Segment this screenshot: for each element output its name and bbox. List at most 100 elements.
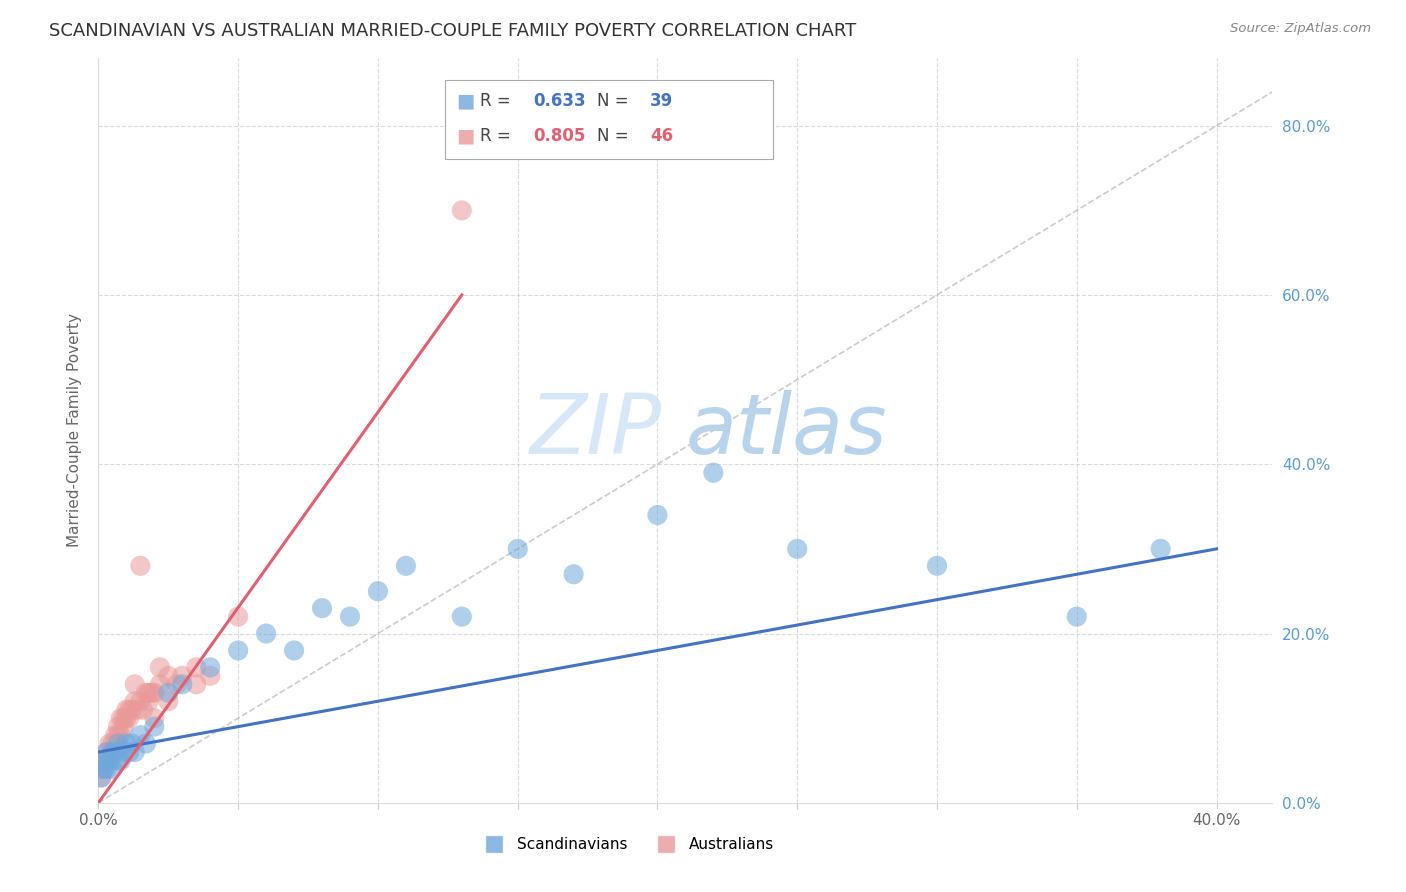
Point [93, 754, 115, 768]
Point [90, 771, 112, 785]
Text: 0.633: 0.633 [533, 92, 585, 111]
Point [506, 541, 529, 556]
Y-axis label: Married-Couple Family Poverty: Married-Couple Family Poverty [67, 313, 83, 548]
Point [200, 669, 222, 683]
Point [149, 660, 172, 674]
Point [118, 703, 141, 717]
Text: ■: ■ [457, 92, 475, 111]
Point [93, 762, 115, 776]
Point [395, 558, 418, 573]
Point [98, 754, 121, 768]
Point [112, 745, 135, 759]
Point [115, 711, 138, 725]
Point [367, 584, 389, 599]
Point [118, 745, 141, 759]
Point [96, 762, 118, 776]
Point [786, 541, 808, 556]
Point [254, 626, 277, 640]
Point [450, 609, 472, 624]
Text: N =: N = [598, 92, 634, 111]
Point [127, 703, 149, 717]
Text: ■: ■ [457, 127, 475, 145]
Point [157, 669, 180, 683]
Point [450, 203, 472, 218]
Text: 39: 39 [650, 92, 673, 111]
Point [90, 771, 112, 785]
FancyBboxPatch shape [444, 80, 773, 159]
Point [1066, 609, 1088, 624]
Point [118, 711, 141, 725]
Point [186, 660, 208, 674]
Point [172, 669, 194, 683]
Legend: Scandinavians, Australians: Scandinavians, Australians [472, 831, 780, 858]
Point [101, 745, 124, 759]
Point [166, 677, 188, 691]
Point [110, 711, 132, 725]
Point [226, 643, 249, 657]
Point [107, 720, 129, 734]
Point [93, 754, 115, 768]
Point [110, 728, 132, 742]
Point [107, 728, 129, 742]
Point [157, 686, 180, 700]
Text: 0.805: 0.805 [533, 128, 585, 145]
Text: 46: 46 [650, 128, 673, 145]
Point [1149, 541, 1171, 556]
Point [141, 686, 163, 700]
Point [124, 694, 146, 708]
Point [283, 643, 305, 657]
Text: ZIP: ZIP [530, 390, 662, 471]
Point [110, 754, 132, 768]
Point [101, 762, 124, 776]
Point [93, 762, 115, 776]
Point [104, 745, 127, 759]
Point [149, 677, 172, 691]
Point [143, 711, 166, 725]
Point [311, 601, 333, 615]
Point [143, 720, 166, 734]
Point [98, 737, 121, 751]
Point [121, 703, 143, 717]
Point [135, 686, 157, 700]
Point [96, 745, 118, 759]
Point [138, 694, 160, 708]
Point [101, 737, 124, 751]
Point [107, 737, 129, 751]
Point [90, 762, 112, 776]
Point [98, 754, 121, 768]
Point [129, 728, 152, 742]
Point [129, 558, 152, 573]
Text: atlas: atlas [686, 390, 887, 471]
Point [124, 745, 146, 759]
Point [112, 720, 135, 734]
Point [157, 694, 180, 708]
Point [104, 737, 127, 751]
Point [702, 466, 724, 480]
Point [101, 745, 124, 759]
Point [226, 609, 249, 624]
Point [647, 508, 669, 522]
Point [115, 737, 138, 751]
Point [129, 694, 152, 708]
Point [200, 660, 222, 674]
Point [107, 754, 129, 768]
Point [135, 737, 157, 751]
Point [121, 737, 143, 751]
Text: R =: R = [479, 92, 516, 111]
Point [186, 677, 208, 691]
Text: R =: R = [479, 128, 516, 145]
Point [925, 558, 948, 573]
Text: Source: ZipAtlas.com: Source: ZipAtlas.com [1230, 22, 1371, 36]
Point [96, 754, 118, 768]
Point [562, 567, 585, 582]
Point [339, 609, 361, 624]
Point [132, 703, 155, 717]
Point [112, 711, 135, 725]
Point [104, 728, 127, 742]
Point [138, 686, 160, 700]
Point [96, 745, 118, 759]
Point [143, 686, 166, 700]
Point [115, 703, 138, 717]
Point [172, 677, 194, 691]
Point [124, 677, 146, 691]
